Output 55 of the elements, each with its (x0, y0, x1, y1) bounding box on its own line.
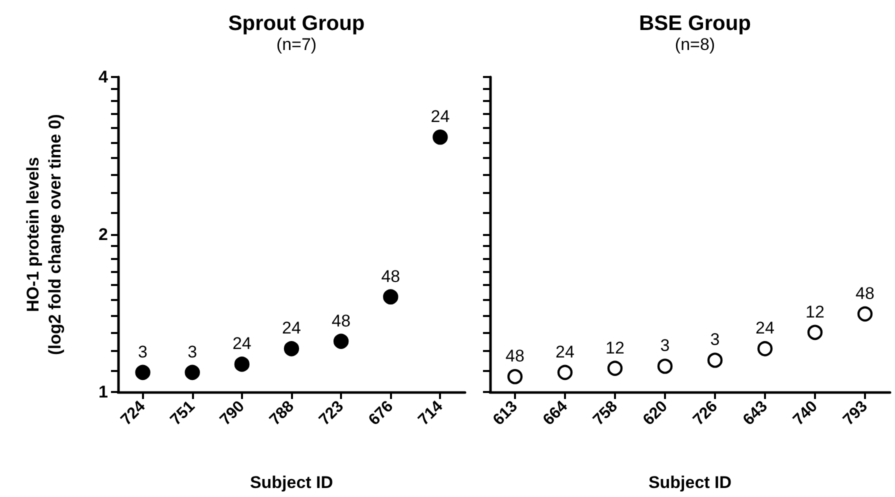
x-tick-label: 723 (316, 398, 348, 429)
x-tick-label: 751 (167, 398, 198, 429)
point (707, 352, 723, 368)
point (557, 364, 573, 380)
x-tick-label: 613 (490, 398, 522, 429)
point (857, 306, 873, 322)
annotation: 24 (282, 318, 301, 338)
y-tick-label: 2 (98, 225, 108, 244)
point (507, 369, 523, 384)
annotation: 48 (332, 311, 351, 330)
annotation: 48 (856, 284, 874, 303)
point (234, 356, 250, 372)
chart-subtitle: (n=8) (674, 35, 716, 54)
annotation: 24 (756, 318, 774, 338)
point (333, 334, 349, 349)
x-tick-label: 788 (266, 398, 298, 429)
point (432, 130, 448, 145)
annotation: 3 (660, 336, 670, 356)
point (807, 324, 823, 340)
annotation: 24 (556, 342, 574, 362)
point (657, 358, 673, 374)
x-tick-label: 676 (366, 398, 397, 429)
annotation: 3 (710, 330, 720, 350)
chart-title: Sprout Group (228, 12, 365, 35)
point (284, 341, 300, 356)
x-tick-label: 793 (840, 398, 872, 429)
x-tick-label: 664 (540, 398, 572, 429)
annotation: 48 (506, 346, 524, 366)
point (135, 364, 150, 380)
chart-title: BSE Group (638, 12, 752, 35)
y-axis-title: HO-1 protein levels (log2 fold change over time 0) (24, 114, 64, 355)
y-tick-label: 4 (98, 68, 109, 86)
y-tick-label: 1 (98, 382, 108, 402)
point (757, 341, 773, 356)
annotation: 48 (381, 266, 400, 286)
annotation: 3 (138, 342, 148, 362)
annotation: 12 (806, 302, 824, 322)
x-axis-title: Subject ID (250, 473, 334, 492)
point (383, 289, 398, 304)
annotation: 12 (606, 338, 624, 358)
point (607, 360, 623, 376)
x-tick-label: 620 (640, 398, 672, 429)
x-tick-label: 740 (790, 398, 822, 429)
chart-subtitle: (n=7) (276, 35, 317, 54)
annotation: 3 (188, 342, 198, 362)
x-tick-label: 643 (740, 398, 772, 429)
annotation: 24 (430, 107, 450, 126)
x-tick-label: 724 (118, 398, 149, 429)
x-axis-title: Subject ID (648, 473, 732, 492)
x-tick-label: 714 (415, 398, 446, 429)
x-tick-label: 726 (690, 398, 722, 429)
point (184, 364, 200, 380)
annotation: 24 (232, 334, 252, 354)
x-tick-label: 758 (590, 398, 622, 429)
x-tick-label: 790 (217, 398, 248, 429)
